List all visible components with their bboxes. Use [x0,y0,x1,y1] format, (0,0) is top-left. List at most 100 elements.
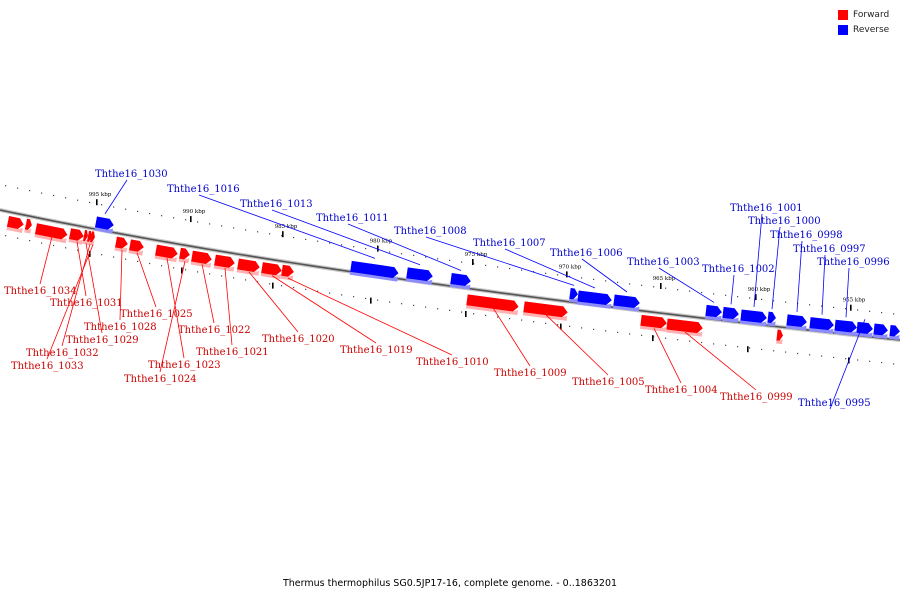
ruler-major-tick [560,323,562,330]
gene-shadow [154,255,178,263]
ruler-dot-top [497,266,499,268]
ruler-dot-bottom [365,297,367,300]
ruler-tick-label: 990 kbp [183,209,206,215]
ruler-dot-bottom [413,304,415,306]
forward-gene-label: Ththe16_1022 [178,325,251,336]
forward-gene [639,314,667,332]
reverse-gene [705,304,722,321]
ruler-dot-top [569,275,571,277]
ruler-dot-top [545,272,547,274]
ruler-dot-top [305,238,307,240]
ruler-dot-bottom [101,254,103,256]
reverse-leader-line [425,236,575,286]
gene-shadow [190,261,212,268]
ruler-dot-bottom [569,325,571,327]
ruler-dot-top [413,254,415,256]
ruler-major-tick [652,335,654,342]
ruler-dot-top [185,219,187,221]
ruler-dot-bottom [437,308,439,310]
ruler-dot-bottom [893,363,895,365]
ruler-dot-top [617,281,619,283]
ruler-dot-top [389,251,391,253]
forward-gene-label: Ththe16_1021 [196,347,269,358]
ruler-dot-top [209,223,211,225]
ruler-tick-label: 955 kbp [843,298,866,304]
ruler-dot-bottom [509,318,511,320]
reverse-gene [786,314,807,331]
ruler-dot-bottom [485,314,487,316]
ruler-tick-label: 970 kbp [559,264,582,270]
gene-track [6,216,900,345]
ruler-tick-label: 980 kbp [370,239,393,245]
forward-gene-label: Ththe16_1033 [11,361,84,372]
gene-shadow [236,269,260,276]
legend-label-reverse: Reverse [853,25,890,35]
ruler-dot-bottom [857,359,859,361]
ruler-dot-top [197,221,199,223]
ruler-dot-bottom [41,242,43,244]
ruler-dot-top [65,197,67,199]
forward-gene-label: Ththe16_1025 [120,309,193,320]
ruler-dot-bottom [881,362,883,364]
gene-arrow [191,250,212,265]
ruler-dot-bottom [5,235,7,237]
gene-arrow [6,216,24,230]
ruler-dot-bottom [761,348,763,350]
gene-arrow [776,329,783,341]
gene-shadow [465,305,519,316]
gene-arrow [115,236,128,249]
forward-gene-label: Ththe16_0999 [720,392,793,403]
forward-swatch [838,10,848,20]
gene-shadow [34,234,67,244]
reverse-gene-label: Ththe16_0996 [817,257,890,268]
ruler-dot-bottom [581,327,583,329]
reverse-gene-label: Ththe16_0995 [798,398,871,409]
ruler-dot-top [365,247,367,250]
ruler-dot-bottom [629,333,631,335]
gene-shadow [740,320,767,327]
forward-gene-label: Ththe16_1009 [494,368,567,379]
forward-gene [213,254,235,272]
reverse-gene [873,323,888,339]
ruler-dot-top [173,217,175,219]
legend-label-forward: Forward [853,10,890,20]
gene-arrow [569,287,578,300]
gene-shadow [776,339,783,345]
ruler-dot-bottom [125,258,127,260]
ruler-dot-bottom [773,350,775,352]
forward-leader-line [159,261,186,373]
gene-arrow [129,239,144,252]
forward-gene-label: Ththe16_1029 [66,335,139,346]
reverse-gene-label: Ththe16_1007 [473,238,546,249]
ruler-dot-top [77,199,79,201]
reverse-gene-label: Ththe16_1000 [748,216,821,227]
gene-arrow [261,262,282,276]
gene-arrow [82,229,88,242]
forward-gene [6,216,24,233]
forward-gene [82,229,88,245]
forward-leader-line [76,241,87,297]
forward-leader-line [684,331,757,391]
ruler-dot-bottom [869,360,871,362]
reverse-gene-label: Ththe16_0998 [770,230,843,241]
gene-arrow [809,317,834,331]
ruler-dot-top [881,312,883,314]
gene-arrow [889,325,900,337]
forward-leader-line [545,314,609,376]
ruler-dot-top [161,215,163,217]
gene-arrow [856,321,873,334]
ruler-dot-bottom [473,313,475,315]
gene-arrow [281,264,294,277]
ruler-dot-top [449,259,451,261]
reverse-leader-line [821,254,826,315]
ruler-dot-bottom [749,347,751,349]
forward-gene-label: Ththe16_1024 [124,374,197,385]
ruler-dot-top [125,208,127,210]
ruler-dot-top [713,293,715,295]
ruler-major-tick [181,267,183,274]
ruler-dot-top [317,240,319,242]
ruler-dot-top [689,290,691,292]
gene-shadow [834,330,857,337]
ruler-tick-label: 975 kbp [465,252,488,258]
ruler-dot-top [761,298,763,300]
